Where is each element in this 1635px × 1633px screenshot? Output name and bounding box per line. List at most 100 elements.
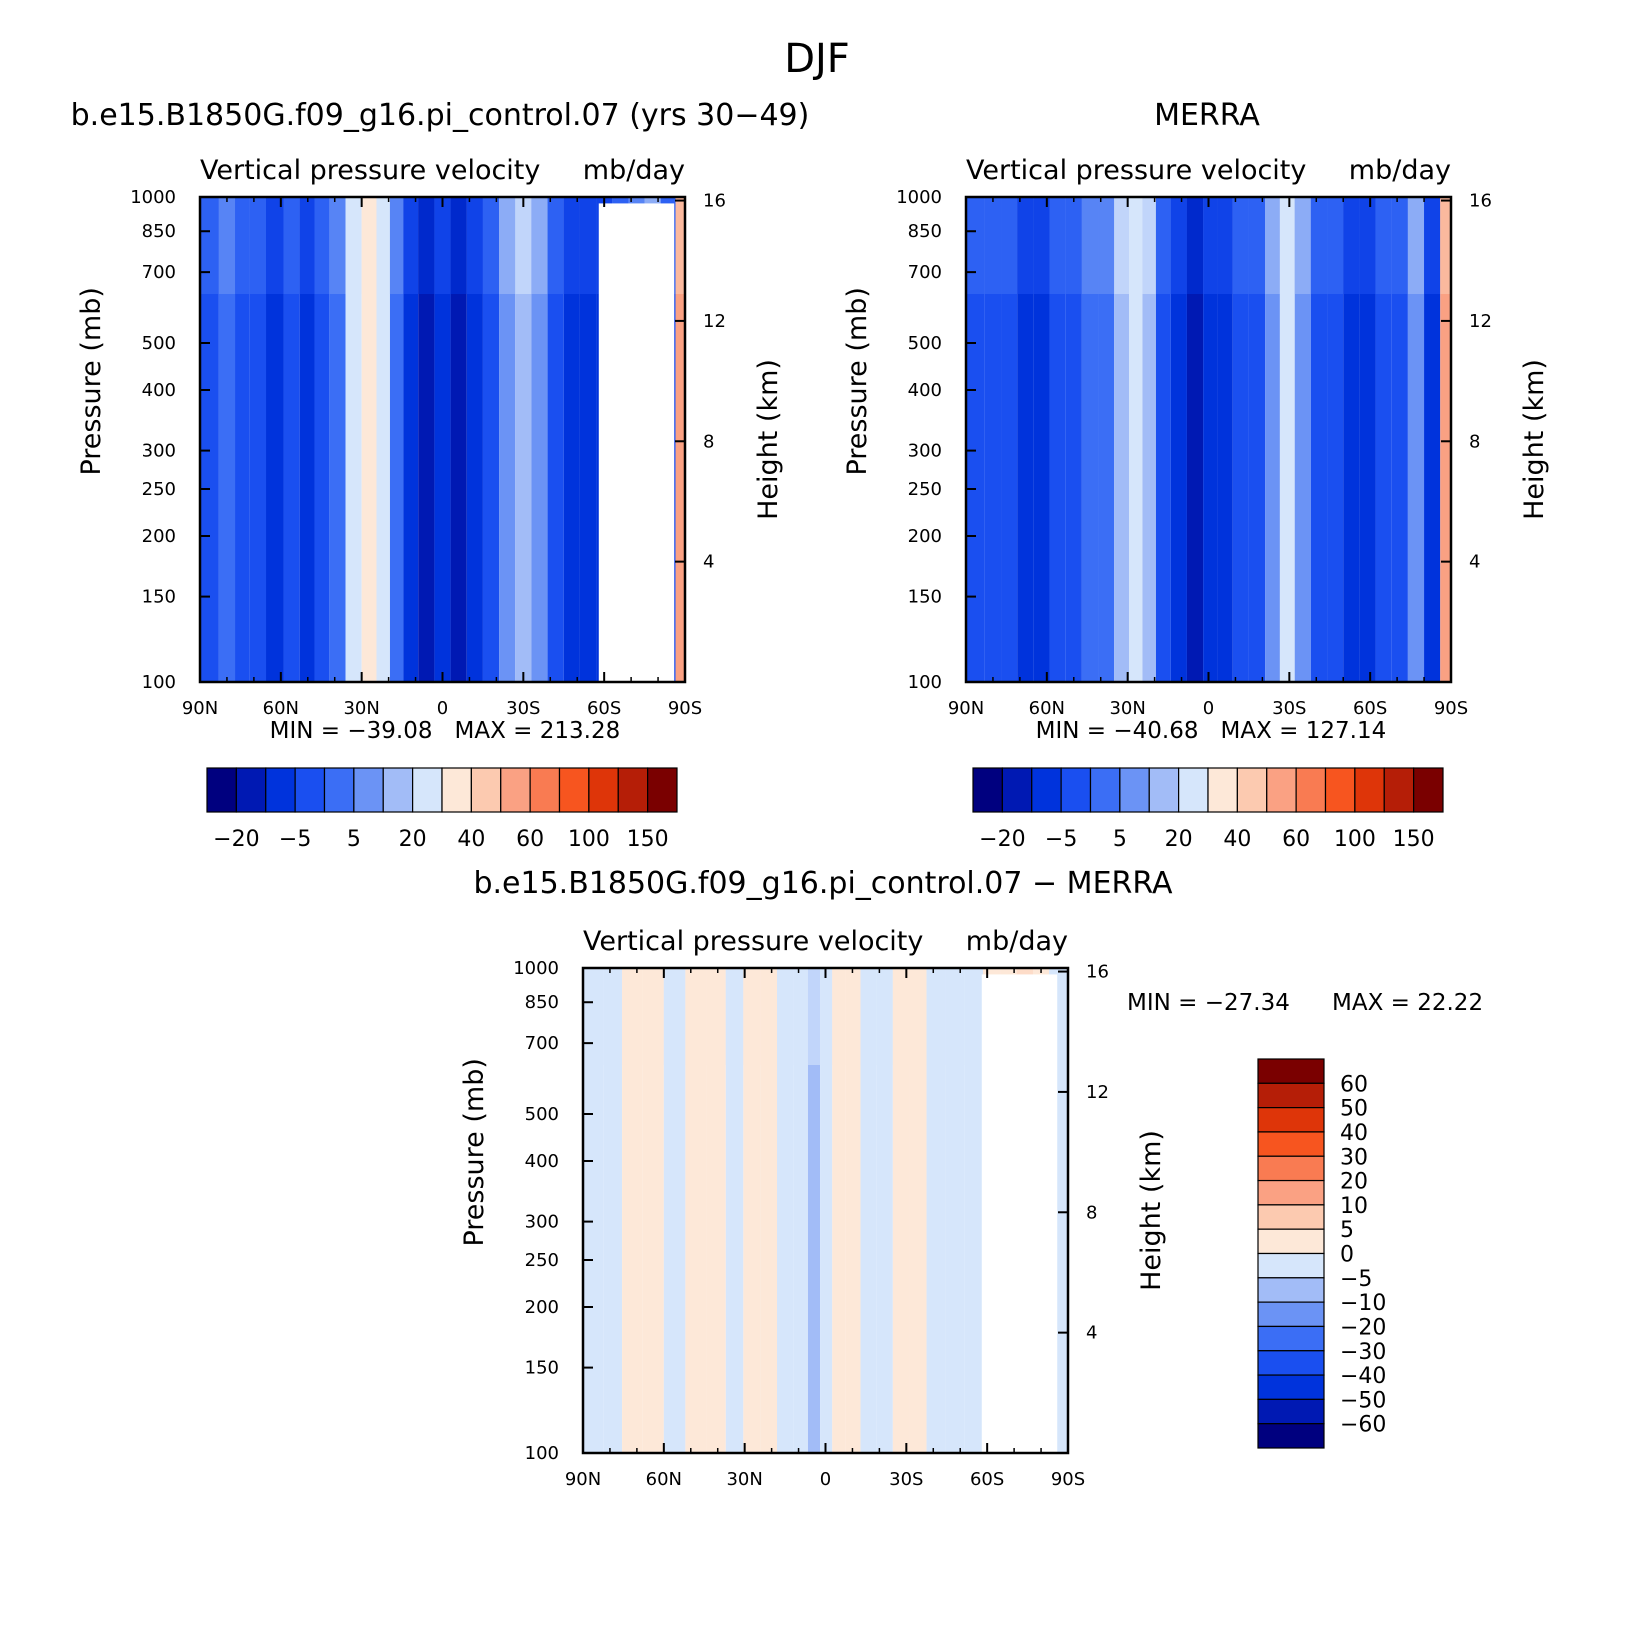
colorbar-label-obs: −20 [979,827,1025,852]
y-tick-label-diff: 250 [525,1250,559,1271]
x-tick-label-diff: 30N [726,1469,762,1490]
y-tick-label-diff: 150 [525,1358,559,1379]
band-top-obs [966,197,985,294]
band-diff [945,968,965,1453]
y-tick-label-obs: 300 [908,441,942,462]
band-top-obs [1114,197,1130,294]
panel-obs: MERRA Vertical pressure velocity mb/day 90N… [842,98,1550,852]
band-top-obs [1294,197,1311,294]
band-obs [1327,197,1344,682]
band-diff [876,968,893,1453]
band-top-model [218,197,236,294]
band-obs [1343,197,1360,682]
panel-title-model: b.e15.B1850G.f09_g16.pi_control.07 (yrs … [71,98,810,133]
band-top-diff [807,968,821,1065]
band-model [314,197,330,682]
band-diff [725,968,744,1453]
colorbar-box-diff [1257,1204,1325,1230]
y-tick-label-diff: 200 [525,1297,559,1318]
y-tick-label-diff: 500 [525,1104,559,1125]
colorbar-label-diff: −40 [1340,1364,1386,1389]
field-diff [583,968,1068,1453]
band-top-obs [1017,197,1034,294]
band-obs [1265,197,1280,682]
band-top-model [266,197,284,294]
colorbar-label-model: −5 [279,827,311,852]
band-obs [1081,197,1099,682]
min-label-obs: MIN = −40.68 [1036,718,1199,744]
missing-region-model [598,203,675,682]
y-tick-label-diff: 1000 [513,958,559,979]
band-top-obs [1440,197,1451,294]
band-top-obs [1217,197,1233,294]
band-top-obs [984,197,1002,294]
colorbar-box-obs [1383,767,1415,813]
colorbar-label-diff: −5 [1340,1267,1372,1292]
y-tick-label-model: 850 [142,221,176,242]
colorbar-box-diff [1257,1107,1325,1133]
band-top-diff [845,968,861,1065]
y-tick-label-model: 700 [142,262,176,283]
band-top-obs [1203,197,1218,294]
min-label-diff: MIN = −27.34 [1127,990,1290,1016]
band-obs [1186,197,1204,682]
band-diff [964,968,984,1453]
x-tick-label-model: 90S [668,698,702,719]
band-top-model [466,197,483,294]
y-right-tick-label-obs: 8 [1469,431,1480,452]
y-tick-label-model: 1000 [130,187,176,208]
band-top-obs [1142,197,1156,294]
x-tick-label-diff: 60S [970,1469,1004,1490]
band-model [434,197,451,682]
band-diff [832,968,846,1453]
x-tick-label-model: 60N [263,698,299,719]
colorbar-label-diff: −20 [1340,1315,1386,1340]
colorbar-label-model: 100 [568,827,610,852]
band-top-diff [663,968,686,1065]
band-diff [685,968,707,1453]
colorbar-label-diff: −30 [1340,1340,1386,1365]
band-model [418,197,435,682]
band-top-obs [1049,197,1066,294]
band-obs [1129,197,1143,682]
y-right-tick-label-diff: 8 [1086,1202,1097,1223]
y-tick-label-model: 250 [142,479,176,500]
band-model [249,197,267,682]
band-top-diff [820,968,833,1065]
band-top-obs [1129,197,1143,294]
colorbar-box-diff [1257,1325,1325,1352]
y-right-axis-label-diff: Height (km) [1136,1130,1167,1291]
band-obs [1294,197,1311,682]
colorbar-label-diff: 50 [1340,1097,1368,1122]
colorbar-label-diff: 60 [1340,1072,1368,1097]
band-diff [807,968,821,1453]
band-obs [1203,197,1218,682]
band-diff [892,968,910,1453]
band-top-diff [832,968,846,1065]
y-tick-label-obs: 150 [908,587,942,608]
y-right-tick-label-diff: 12 [1086,1082,1109,1103]
band-model [218,197,236,682]
x-tick-label-obs: 60S [1353,698,1387,719]
max-label-model: MAX = 213.28 [455,718,621,744]
colorbar-label-diff: 40 [1340,1121,1368,1146]
band-diff [583,968,604,1453]
band-model [547,197,564,682]
band-model [376,197,390,682]
colorbar-label-diff: −50 [1340,1388,1386,1413]
x-tick-label-obs: 60N [1029,698,1065,719]
colorbar-box-obs [1413,767,1444,813]
y-tick-label-diff: 400 [525,1151,559,1172]
x-tick-label-obs: 30N [1109,698,1145,719]
band-top-diff [964,968,984,1065]
band-top-model [283,197,300,294]
band-top-model [299,197,315,294]
colorbar-box-diff [1257,1131,1325,1157]
band-model [200,197,219,682]
band-top-model [345,197,362,294]
band-model [531,197,548,682]
y-right-tick-label-obs: 4 [1469,552,1480,573]
colorbar-box-diff [1257,1277,1325,1303]
band-obs [1279,197,1295,682]
x-tick-label-model: 60S [587,698,621,719]
